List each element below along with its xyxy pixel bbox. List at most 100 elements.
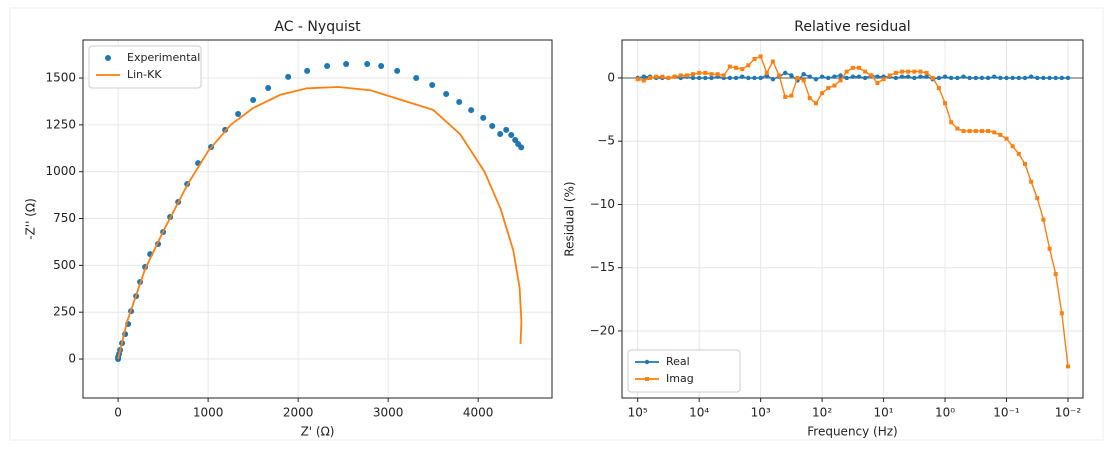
data-point: [641, 78, 646, 83]
data-point: [1047, 246, 1052, 251]
data-point: [992, 130, 997, 135]
data-point: [703, 70, 708, 75]
data-point: [875, 81, 880, 86]
data-point: [733, 75, 739, 81]
series-line: [637, 55, 1069, 367]
data-point: [875, 74, 880, 79]
data-point: [429, 81, 436, 88]
data-point: [697, 70, 702, 75]
data-point: [992, 74, 997, 79]
data-point: [497, 131, 504, 138]
data-point: [838, 78, 843, 83]
x-tick-label: 10⁻²: [1055, 406, 1082, 420]
x-tick-label: 10⁵: [628, 406, 648, 420]
x-axis-label: Z' (Ω): [301, 425, 335, 439]
data-point: [1065, 75, 1071, 81]
series-line: [117, 86, 523, 360]
data-point: [770, 77, 776, 82]
y-tick-label: −5: [597, 134, 615, 148]
data-point: [979, 75, 985, 81]
data-point: [789, 93, 794, 98]
x-tick-label: 10⁰: [935, 406, 955, 420]
data-point: [955, 75, 960, 81]
data-point: [740, 67, 745, 72]
data-point: [850, 65, 855, 70]
data-point: [826, 86, 831, 91]
data-point: [912, 75, 917, 81]
data-point: [635, 77, 640, 82]
data-point: [660, 74, 665, 79]
y-axis-label: -Z'' (Ω): [24, 198, 38, 240]
data-point: [1059, 311, 1064, 316]
data-point: [856, 65, 861, 70]
data-point: [887, 73, 892, 78]
data-point: [641, 74, 647, 79]
data-point: [324, 63, 331, 70]
data-point: [1010, 75, 1015, 81]
data-point: [1053, 75, 1058, 81]
legend-box: [627, 349, 741, 393]
data-point: [832, 74, 837, 79]
data-point: [672, 74, 677, 79]
data-point: [752, 75, 757, 81]
data-point: [948, 75, 954, 81]
data-point: [832, 83, 837, 88]
data-point: [1016, 75, 1022, 81]
data-point: [838, 73, 843, 78]
x-tick-label: 10³: [751, 406, 771, 420]
data-point: [893, 70, 898, 75]
data-point: [826, 75, 831, 81]
data-point: [1041, 75, 1046, 81]
y-tick-label: 250: [53, 305, 76, 319]
legend-label: Lin-KK: [127, 68, 162, 81]
data-point: [973, 75, 978, 81]
legend-box: [88, 45, 202, 89]
data-point: [265, 84, 272, 91]
data-point: [943, 101, 948, 106]
data-point: [443, 90, 450, 97]
data-point: [1022, 161, 1027, 166]
x-tick-label: 10⁻¹: [993, 406, 1020, 420]
data-point: [844, 75, 849, 81]
data-point: [1010, 144, 1015, 149]
data-point: [508, 131, 515, 138]
data-point: [955, 126, 960, 131]
data-point: [764, 70, 769, 75]
data-point: [489, 122, 496, 129]
data-point: [986, 129, 991, 134]
data-point: [285, 73, 292, 80]
data-point: [801, 78, 806, 83]
data-point: [518, 144, 525, 151]
data-point: [752, 56, 757, 61]
data-point: [807, 96, 812, 101]
data-point: [905, 74, 911, 79]
data-point: [789, 73, 794, 78]
data-point: [795, 75, 800, 80]
data-point: [1035, 196, 1040, 201]
plot-frame: [621, 39, 1084, 399]
data-point: [813, 77, 819, 82]
data-point: [343, 60, 350, 67]
data-point: [678, 73, 683, 78]
legend-label: Real: [666, 355, 690, 368]
data-point: [684, 73, 689, 78]
data-point: [654, 74, 659, 79]
data-point: [770, 59, 775, 64]
data-point: [979, 129, 984, 134]
data-point: [1016, 151, 1021, 156]
data-point: [924, 74, 929, 79]
data-point: [856, 74, 862, 79]
data-point: [967, 129, 972, 134]
data-point: [844, 69, 849, 74]
figure-frame: [9, 7, 1104, 441]
data-point: [924, 70, 929, 75]
data-point: [456, 99, 463, 106]
data-point: [758, 54, 763, 59]
y-tick-label: 1250: [45, 117, 76, 131]
x-tick-label: 10²: [812, 406, 832, 420]
x-tick-label: 3000: [373, 406, 404, 420]
data-point: [715, 72, 720, 77]
legend-label: Experimental: [127, 51, 200, 64]
data-point: [727, 64, 732, 69]
plot-frame: [82, 39, 553, 399]
